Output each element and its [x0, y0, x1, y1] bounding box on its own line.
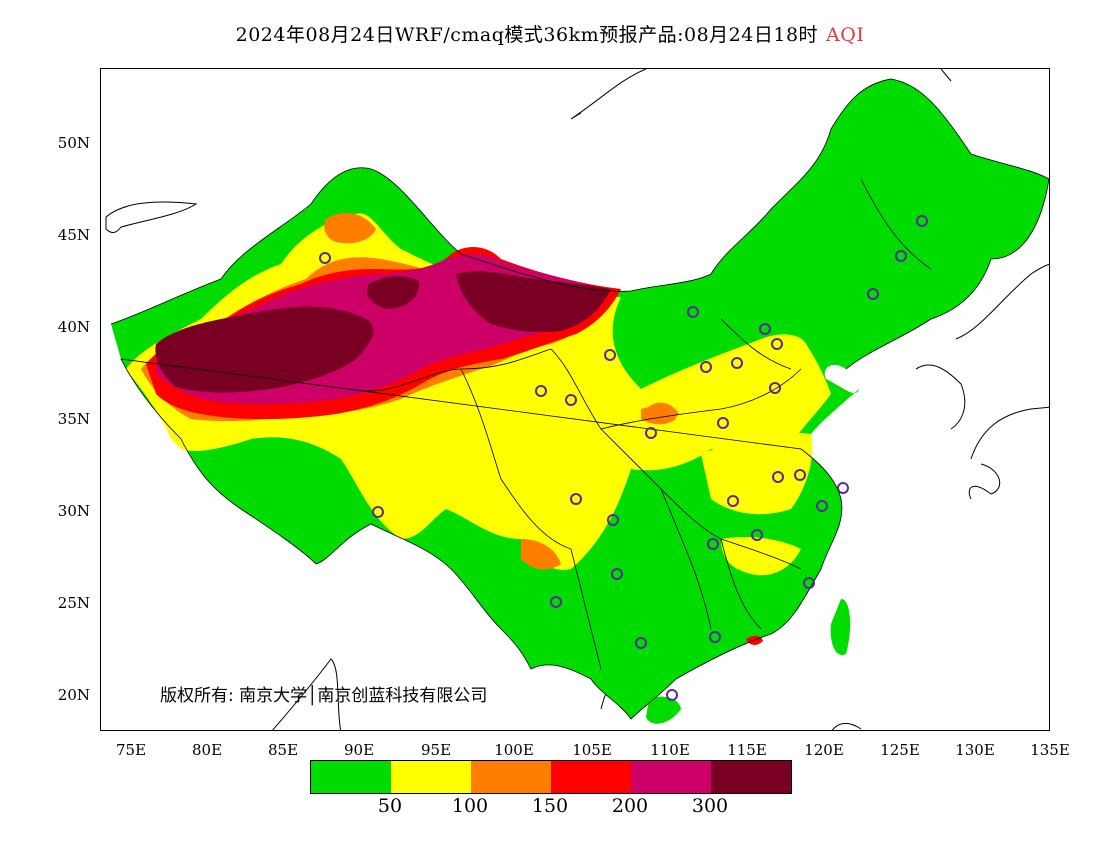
lat-label-30n: 30N — [57, 502, 90, 520]
lon-label-105e: 105E — [572, 741, 612, 759]
neighbour-coastlines — [105, 69, 1049, 730]
lon-label-80e: 80E — [191, 741, 223, 759]
city-markers — [319, 215, 928, 701]
colorbar-tick-200: 200 — [611, 795, 649, 817]
lon-label-90e: 90E — [343, 741, 375, 759]
lon-label-95e: 95E — [420, 741, 452, 759]
colorbar-tick-100: 100 — [451, 795, 489, 817]
lon-label-85e: 85E — [267, 741, 299, 759]
colorbar-swatch-very-unhealthy — [631, 761, 711, 793]
aqi-field — [111, 79, 1049, 724]
copyright-notice: 版权所有: 南京大学│南京创蓝科技有限公司 — [160, 686, 488, 706]
colorbar-swatch-sensitive — [471, 761, 551, 793]
title-variable: AQI — [826, 24, 865, 46]
map-title: 2024年08月24日WRF/cmaq模式36km预报产品:08月24日18时 A… — [0, 20, 1100, 47]
colorbar-tick-150: 150 — [531, 795, 569, 817]
colorbar-swatch-moderate — [391, 761, 471, 793]
colorbar-tick-50: 50 — [377, 795, 403, 817]
title-text: 2024年08月24日WRF/cmaq模式36km预报产品:08月24日18时 — [235, 24, 819, 46]
lat-label-35n: 35N — [57, 410, 90, 428]
lon-label-115e: 115E — [727, 741, 767, 759]
colorbar-swatch-unhealthy — [551, 761, 631, 793]
lat-label-25n: 25N — [57, 594, 90, 612]
lon-label-120e: 120E — [804, 741, 844, 759]
lon-label-100e: 100E — [494, 741, 534, 759]
lon-label-75e: 75E — [115, 741, 147, 759]
lat-label-20n: 20N — [57, 686, 90, 704]
lon-label-130e: 130E — [955, 741, 995, 759]
colorbar-tick-300: 300 — [691, 795, 729, 817]
colorbar-swatch-good — [311, 761, 391, 793]
aqi-colorbar — [310, 760, 792, 794]
lon-label-125e: 125E — [880, 741, 920, 759]
lat-label-40n: 40N — [57, 318, 90, 336]
lat-label-50n: 50N — [57, 134, 90, 152]
lon-label-110e: 110E — [650, 741, 690, 759]
map-frame — [100, 68, 1050, 731]
lon-label-135e: 135E — [1030, 741, 1070, 759]
aqi-map — [105, 69, 1049, 730]
aqi-maroon-region-gobi — [456, 271, 611, 333]
colorbar-swatch-hazardous — [711, 761, 791, 793]
province-borders — [110, 78, 1049, 720]
lat-label-45n: 45N — [57, 226, 90, 244]
